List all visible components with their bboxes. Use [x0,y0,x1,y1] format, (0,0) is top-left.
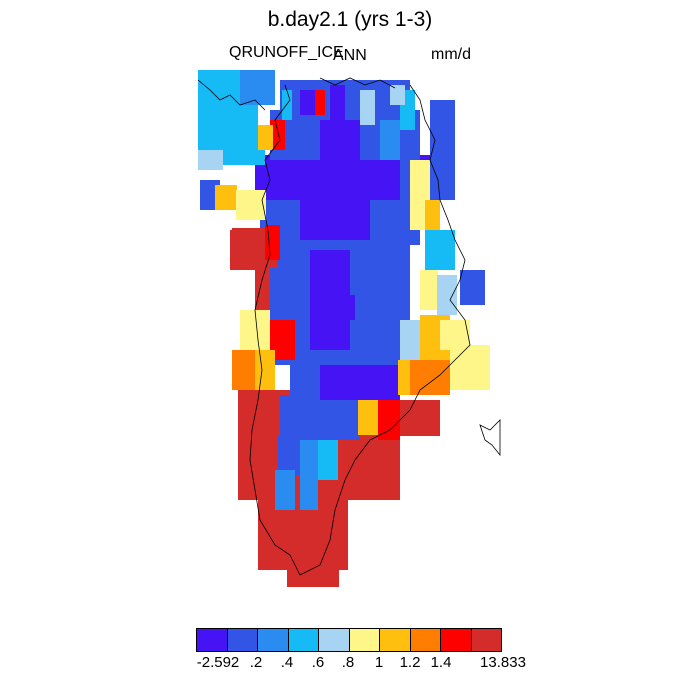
map-cell [270,120,285,150]
coastline-path [197,79,266,111]
units-label: mm/d [431,46,471,63]
map-cell [425,200,440,230]
map-cell [265,225,280,260]
map-cell [300,160,370,200]
map-cell [370,200,400,270]
map-cell [315,90,325,115]
colorbar-swatch [227,629,258,651]
map-cell [378,400,400,440]
season-label: ANN [333,47,367,64]
colorbar-tick-label: .8 [341,654,355,671]
map-cell [425,230,455,270]
map-cell [330,85,345,125]
colorbar-swatch [349,629,380,651]
map-cell [440,320,470,350]
colorbar-swatch [288,629,319,651]
colorbar-swatch [410,629,441,651]
colorbar-tick-label: .4 [280,654,294,671]
map-cell [318,440,338,480]
colorbar-tick-label: -2.592 [196,654,240,671]
map-cell [350,245,370,295]
map-cell [232,350,257,390]
map-cell [240,70,275,105]
map-cell [450,345,490,390]
coastline-path [299,84,471,576]
colorbar-swatch [258,629,289,651]
map-cell [320,365,360,400]
map-cell [460,270,485,305]
colorbar-tick-label: 13.833 [480,654,526,671]
coastline-path [479,419,501,457]
map-cell [236,190,266,220]
map-cell [282,90,292,120]
map-cell [320,120,360,160]
map-cell [380,120,400,160]
map-cell [358,400,380,435]
variable-label: QRUNOFF_ICE [229,44,344,61]
coastline [197,77,501,576]
map-title: b.day2.1 (yrs 1-3) [267,8,433,31]
map-cell [255,350,275,390]
map-cell [300,200,370,240]
map-cell [430,100,455,200]
map-cell [275,470,295,510]
map-cell [360,90,375,125]
colorbar-tick-label: .6 [311,654,325,671]
colorbar-tick-label: 1.2 [399,654,421,671]
colorbar-tick-label: 1.4 [430,654,452,671]
map-cell [310,320,355,350]
colorbar-swatch [471,629,501,651]
map-cell [437,275,457,315]
map-cell [400,320,420,360]
map-cell [410,355,450,395]
map-cell [350,310,400,360]
map-cell [198,150,223,170]
colorbar-swatch [197,629,228,651]
map-cell [215,185,237,210]
map-cell [410,160,430,200]
map-cell [390,85,405,105]
map-cell [280,395,360,440]
map-cell [420,270,438,310]
colorbar-swatch [441,629,472,651]
colorbar-tick-label: .2 [249,654,263,671]
colorbar-tick-label: 1 [374,654,384,671]
map-cell [258,125,273,150]
map-grid-cells [198,70,490,587]
colorbar-swatch [319,629,350,651]
coastline-path [319,77,396,89]
map-cell [300,440,318,510]
map-cell [360,360,400,400]
map-cell [310,250,355,320]
coastline-path [249,84,301,576]
map-cell [240,310,270,350]
colorbar [196,628,502,652]
colorbar-swatch [380,629,411,651]
